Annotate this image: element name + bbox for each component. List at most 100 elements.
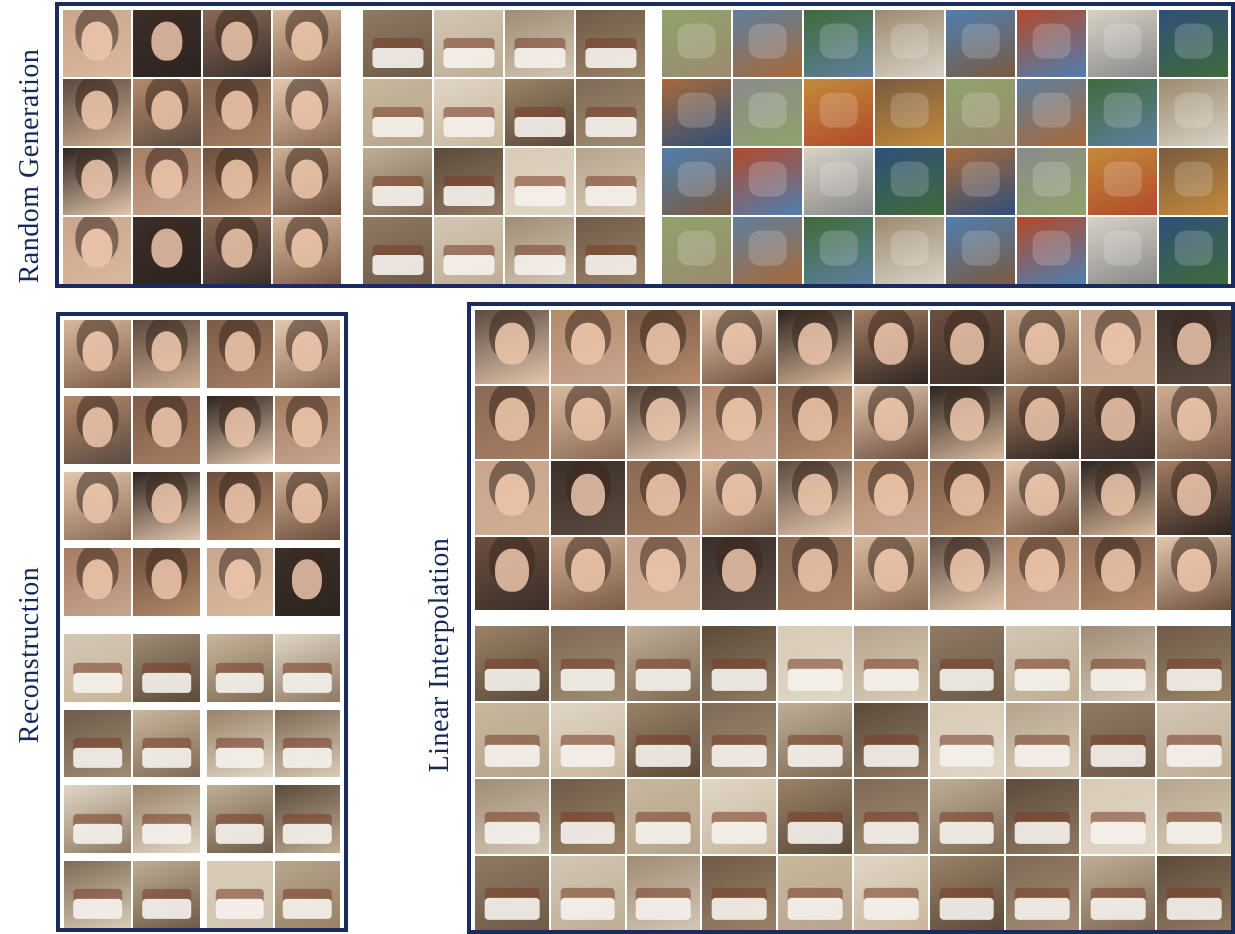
room-thumbnail xyxy=(1005,855,1080,930)
room-thumbnail xyxy=(929,779,1004,854)
face-thumbnail xyxy=(475,385,549,459)
face-thumbnail xyxy=(273,10,341,77)
face-thumbnail xyxy=(64,396,131,464)
room-thumbnail xyxy=(133,709,200,777)
obj-thumbnail xyxy=(1159,217,1228,284)
face-thumbnail xyxy=(702,310,777,384)
obj-thumbnail xyxy=(733,148,802,215)
face-thumbnail xyxy=(133,79,201,146)
face-thumbnail xyxy=(273,217,341,284)
room-thumbnail xyxy=(363,79,432,146)
face-thumbnail xyxy=(929,461,1004,535)
face-thumbnail xyxy=(778,461,852,535)
face-thumbnail xyxy=(133,10,201,77)
room-thumbnail xyxy=(64,785,131,853)
room-thumbnail xyxy=(576,10,645,77)
obj-thumbnail xyxy=(804,217,873,284)
face-thumbnail xyxy=(929,385,1004,459)
obj-thumbnail xyxy=(804,10,873,77)
obj-thumbnail xyxy=(875,148,944,215)
obj-thumbnail xyxy=(733,10,802,77)
room-thumbnail xyxy=(1081,779,1156,854)
face-thumbnail xyxy=(1081,536,1156,610)
room-thumbnail xyxy=(274,785,340,853)
reconstruction-panel xyxy=(56,312,348,932)
room-thumbnail xyxy=(1081,855,1156,930)
room-thumbnail xyxy=(778,702,852,777)
obj-thumbnail xyxy=(662,10,731,77)
linear-interpolation-label: Linear Interpolation xyxy=(424,537,455,773)
obj-thumbnail xyxy=(1017,10,1086,77)
reconstruction-label: Reconstruction xyxy=(14,566,45,744)
face-thumbnail xyxy=(854,536,928,610)
obj-thumbnail xyxy=(662,217,731,284)
face-thumbnail xyxy=(63,10,131,77)
face-thumbnail xyxy=(550,385,625,459)
face-thumbnail xyxy=(626,536,701,610)
random-generation-label: Random Generation xyxy=(14,48,45,284)
face-thumbnail xyxy=(64,472,131,540)
face-thumbnail xyxy=(1005,310,1080,384)
room-thumbnail xyxy=(434,79,503,146)
face-thumbnail xyxy=(854,385,928,459)
face-thumbnail xyxy=(778,385,852,459)
room-thumbnail xyxy=(929,855,1004,930)
face-thumbnail xyxy=(133,396,200,464)
room-thumbnail xyxy=(1081,702,1156,777)
room-thumbnail xyxy=(505,148,574,215)
room-thumbnail xyxy=(434,217,503,284)
obj-thumbnail xyxy=(1159,79,1228,146)
obj-thumbnail xyxy=(1017,148,1086,215)
room-thumbnail xyxy=(274,709,340,777)
face-thumbnail xyxy=(1157,310,1231,384)
face-thumbnail xyxy=(1157,536,1231,610)
face-thumbnail xyxy=(1157,461,1231,535)
reconstruction-rooms-right xyxy=(207,634,340,928)
room-thumbnail xyxy=(505,217,574,284)
obj-thumbnail xyxy=(662,79,731,146)
obj-thumbnail xyxy=(1159,148,1228,215)
face-thumbnail xyxy=(133,548,200,616)
room-thumbnail xyxy=(1081,626,1156,701)
room-thumbnail xyxy=(854,626,928,701)
face-thumbnail xyxy=(1157,385,1231,459)
face-thumbnail xyxy=(778,310,852,384)
face-thumbnail xyxy=(475,536,549,610)
room-thumbnail xyxy=(475,779,549,854)
obj-thumbnail xyxy=(875,79,944,146)
room-thumbnail xyxy=(854,779,928,854)
face-thumbnail xyxy=(207,472,273,540)
room-thumbnail xyxy=(363,217,432,284)
face-thumbnail xyxy=(550,536,625,610)
obj-thumbnail xyxy=(1088,217,1157,284)
face-thumbnail xyxy=(1005,461,1080,535)
reconstruction-faces-left xyxy=(64,320,200,616)
obj-thumbnail xyxy=(1017,79,1086,146)
face-thumbnail xyxy=(854,310,928,384)
room-thumbnail xyxy=(550,626,625,701)
face-thumbnail xyxy=(273,148,341,215)
room-thumbnail xyxy=(929,626,1004,701)
room-thumbnail xyxy=(778,626,852,701)
face-thumbnail xyxy=(273,79,341,146)
face-thumbnail xyxy=(929,536,1004,610)
room-thumbnail xyxy=(1005,626,1080,701)
room-thumbnail xyxy=(550,702,625,777)
room-thumbnail xyxy=(505,79,574,146)
room-thumbnail xyxy=(854,855,928,930)
room-thumbnail xyxy=(274,634,340,702)
face-thumbnail xyxy=(133,472,200,540)
interpolation-faces-grid xyxy=(475,310,1231,610)
reconstruction-rooms-left xyxy=(64,634,200,928)
room-thumbnail xyxy=(778,779,852,854)
obj-thumbnail xyxy=(662,148,731,215)
room-thumbnail xyxy=(702,702,777,777)
face-thumbnail xyxy=(475,310,549,384)
room-thumbnail xyxy=(64,709,131,777)
obj-thumbnail xyxy=(1088,10,1157,77)
face-thumbnail xyxy=(1081,310,1156,384)
face-thumbnail xyxy=(203,79,271,146)
room-thumbnail xyxy=(505,10,574,77)
obj-thumbnail xyxy=(946,79,1015,146)
room-thumbnail xyxy=(133,860,200,928)
